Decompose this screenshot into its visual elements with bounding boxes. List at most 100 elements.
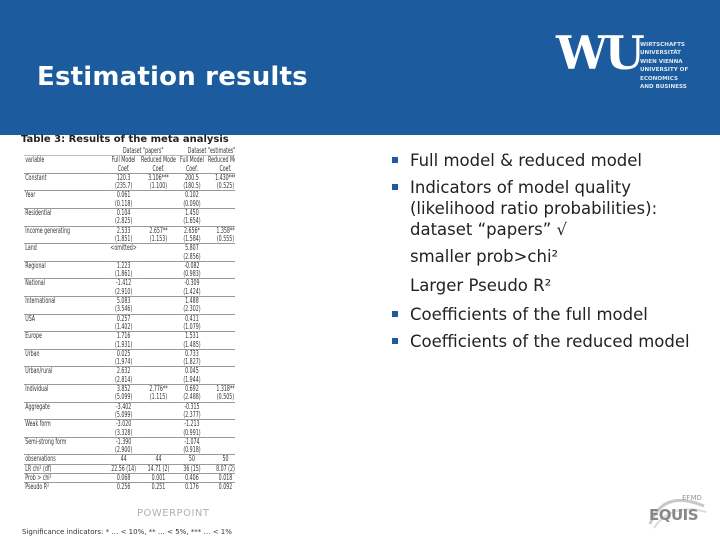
row-value: 3.852 (108, 384, 139, 394)
bullet-square-icon (392, 338, 398, 344)
row-value (205, 278, 235, 288)
row-value (139, 358, 178, 367)
row-value: (180.5) (183, 181, 201, 191)
row-value (205, 243, 235, 253)
row-value: (1.424) (183, 286, 201, 296)
row-value: 0.102 (178, 190, 206, 200)
row-variable (24, 429, 108, 438)
row-value: -0.082 (178, 260, 206, 271)
row-value (139, 341, 178, 350)
row-variable: Aggregate (24, 401, 109, 411)
table-row: (2.814) (1.944) (24, 374, 235, 385)
row-value: 0.025 (108, 348, 139, 359)
row-value (138, 366, 179, 376)
row-value: (1.827) (183, 357, 201, 367)
results-table: Dataset "papers" Dataset "estimates" var… (24, 146, 235, 492)
row-value: (1.944) (183, 374, 201, 384)
row-value (138, 208, 179, 218)
row-value (205, 190, 235, 200)
row-value: (1.654) (183, 216, 201, 226)
row-value (138, 243, 179, 253)
table-row: Income generating 2.533 2.657** 2.656* 1.358… (24, 225, 235, 235)
table-row: (5.099) (2.377) (24, 409, 235, 420)
table-row: USA 0.257 0.411 (24, 313, 235, 323)
row-value: (5.099) (114, 409, 133, 419)
watermark-text: POWERPOINT (137, 508, 210, 519)
row-value (138, 436, 179, 447)
row-value: 200.5 (178, 172, 206, 183)
row-value: <omitted> (108, 243, 139, 253)
table-row: National -1.412 -0.309 (24, 278, 235, 288)
table-row: (0.118) (0.090) (24, 198, 235, 209)
row-value (206, 217, 235, 226)
row-value (139, 200, 178, 209)
row-variable: Income generating (24, 225, 109, 235)
equis-small-text: EFMD (682, 494, 702, 502)
table-row: Regional 1.223 -0.082 (24, 260, 235, 271)
row-value: (2.900) (114, 445, 133, 455)
row-variable (24, 217, 108, 226)
row-value: (2.910) (114, 286, 133, 296)
row-value: 1.716 (108, 331, 139, 341)
row-value: 0.406 (178, 472, 206, 483)
bullet-item: Coefficients of the reduced model (388, 331, 708, 352)
results-table-figure: Table 3: Results of the meta analysis Da… (20, 134, 235, 540)
equis-emblem-icon (648, 498, 707, 529)
row-value: (2.488) (183, 392, 201, 402)
bullet-square-icon (392, 311, 398, 317)
table-row: (2.825) (1.654) (24, 217, 235, 226)
row-value (205, 436, 235, 447)
table-row: Pseudo R² 0.256 0.251 0.176 0.092 (24, 482, 235, 492)
table-row: (1.851) (1.153) (1.584) (0.555) (24, 233, 235, 244)
row-variable (24, 393, 108, 402)
row-variable: Prob > chi² (24, 472, 109, 483)
row-value (138, 331, 179, 341)
equis-logo: EFMD EQUIS (646, 492, 710, 534)
row-value: -0.309 (178, 278, 206, 288)
row-variable: Urban/rural (24, 366, 109, 376)
row-value (205, 208, 235, 218)
row-value (139, 217, 178, 226)
row-value: -1.074 (178, 436, 206, 447)
row-value: (0.991) (183, 427, 201, 437)
row-value: (5.099) (114, 392, 133, 402)
row-value (206, 253, 235, 262)
row-value: (0.555) (216, 233, 235, 243)
university-name: WIRTSCHAFTS UNIVERSITÄT WIEN VIENNA UNIV… (640, 42, 689, 91)
row-value: (0.525) (216, 181, 235, 191)
row-variable: LR chi² (df) (24, 463, 109, 474)
col-reduced-papers: Reduced Mode (141, 155, 176, 165)
table-row: International 5.083 1.488 (24, 296, 235, 306)
row-variable (24, 305, 108, 314)
table-row: (235.7) (1.100) (180.5) (0.525) (24, 182, 235, 191)
row-value (138, 260, 179, 271)
table-row: (2.900) (0.918) (24, 446, 235, 455)
row-variable: Pseudo R² (24, 482, 109, 492)
row-variable: Year (24, 190, 109, 200)
row-value (138, 190, 179, 200)
row-value: (0.118) (114, 198, 133, 208)
row-value: (1.931) (114, 339, 133, 349)
row-value: (0.090) (183, 198, 201, 208)
row-value: (1.100) (149, 181, 168, 191)
coef-label: Coef. (117, 163, 130, 173)
row-value: 2.776** (138, 384, 179, 394)
row-value: 1.318** (205, 384, 235, 394)
row-value: (0.918) (183, 445, 201, 455)
row-variable (24, 235, 108, 244)
table-row: Urban/rural 2.632 0.045 (24, 366, 235, 376)
bullet-item: Full model & reduced model (388, 150, 708, 171)
row-value (205, 260, 235, 271)
slide-title: Estimation results (37, 62, 308, 92)
row-value: 5.807 (178, 243, 206, 253)
row-value: (2.856) (183, 251, 201, 261)
row-value (206, 200, 235, 209)
table-row: (1.861) (0.983) (24, 270, 235, 279)
row-variable (24, 341, 108, 350)
row-value (206, 323, 235, 332)
row-value (139, 323, 178, 332)
row-value: -0.315 (178, 401, 206, 411)
row-value: -3.402 (108, 401, 139, 411)
row-value: (235.7) (114, 181, 133, 191)
group-papers: Dataset "papers" (108, 146, 179, 157)
